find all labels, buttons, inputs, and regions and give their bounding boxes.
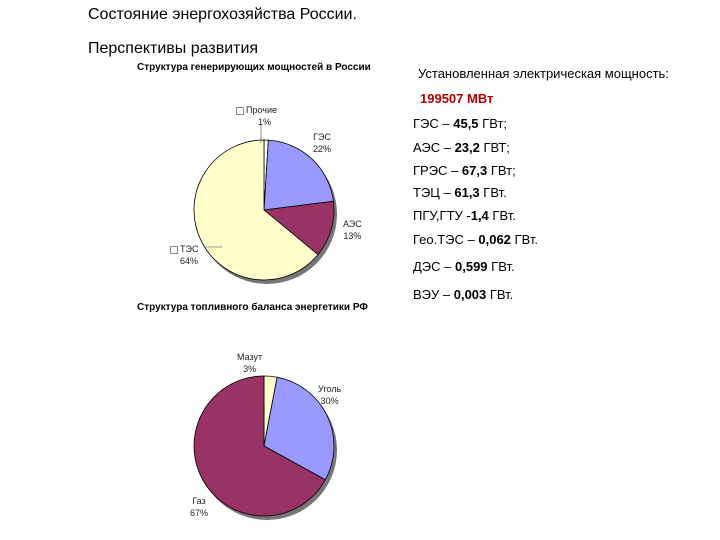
capacity-row-aes: АЭС – 23,2 ГВТ; xyxy=(413,140,510,155)
chart2-title: Структура топливного баланса энергетики … xyxy=(137,302,368,313)
capacity-row-ges: ГЭС – 45,5 ГВт; xyxy=(413,116,507,131)
label-tes-pct: 64% xyxy=(180,256,199,266)
label-aes-pct: 13% xyxy=(343,231,362,241)
row-name: ДЭС – xyxy=(413,259,455,274)
capacity-row-pgu: ПГУ,ГТУ -1,4 ГВт. xyxy=(413,208,516,223)
label-tes-name: ТЭС xyxy=(180,244,199,254)
label-gaz-pct: 67% xyxy=(190,508,209,518)
label-mazut: Мазут 3% xyxy=(237,351,262,375)
pie1-slice-1 xyxy=(263,139,334,211)
capacity-label: Установленная электрическая мощность: xyxy=(418,66,669,81)
capacity-value: 199507 МВт xyxy=(420,91,494,106)
row-name: ПГУ,ГТУ - xyxy=(413,208,471,223)
pie1-slice-3 xyxy=(193,139,319,281)
row-unit: ГВт. xyxy=(486,287,514,302)
label-aes-name: АЭС xyxy=(343,219,362,229)
label-gaz: Газ 67% xyxy=(190,495,208,519)
capacity-row-des: ДЭС – 0,599 ГВт. xyxy=(413,259,515,274)
row-value: 0,003 xyxy=(453,287,487,302)
label-ges-pct: 22% xyxy=(313,144,332,154)
label-aes: АЭС 13% xyxy=(343,218,362,242)
row-value: 1,4 xyxy=(470,208,489,223)
row-value: 0,062 xyxy=(478,232,511,247)
row-unit: ГВТ; xyxy=(479,140,510,155)
row-value: 0,599 xyxy=(455,259,488,274)
capacity-row-tec: ТЭЦ – 61,3 ГВт. xyxy=(413,185,507,200)
label-prochie-pct: 1% xyxy=(258,117,272,127)
row-unit: ГВт. xyxy=(479,185,507,200)
label-mazut-name: Мазут xyxy=(237,352,263,362)
row-unit: ГВт; xyxy=(478,116,508,131)
row-value: 45,5 xyxy=(453,116,479,131)
label-ges-name: ГЭС xyxy=(313,132,331,142)
label-mazut-pct: 3% xyxy=(243,364,257,374)
row-name: ГРЭС – xyxy=(413,163,462,178)
label-gaz-name: Газ xyxy=(192,496,206,506)
row-name: АЭС – xyxy=(413,140,455,155)
row-name: Гео.ТЭС – xyxy=(413,232,479,247)
capacity-row-geotes: Гео.ТЭС – 0,062 ГВт. xyxy=(413,232,538,247)
capacity-row-veu: ВЭУ – 0,003 ГВт. xyxy=(413,287,513,302)
slide-title: Состояние энергохозяйства России. xyxy=(88,6,357,23)
row-unit: ГВт. xyxy=(488,208,516,223)
row-unit: ГВт. xyxy=(510,232,538,247)
row-unit: ГВт; xyxy=(487,163,516,178)
chart1-title: Структура генерирующих мощностей в Росси… xyxy=(137,62,371,73)
label-ugol-pct: 30% xyxy=(320,396,339,406)
label-ges: ГЭС 22% xyxy=(313,131,331,155)
pie2-slice-1 xyxy=(263,376,335,481)
row-value: 61,3 xyxy=(454,185,480,200)
row-value: 67,3 xyxy=(461,163,488,178)
legend-swatch-icon xyxy=(170,245,178,254)
label-prochie-name: Прочие xyxy=(246,105,278,115)
capacity-row-gres: ГРЭС – 67,3 ГВт; xyxy=(413,163,516,178)
row-value: 23,2 xyxy=(454,140,480,155)
row-name: ГЭС – xyxy=(413,116,454,131)
row-name: ТЭЦ – xyxy=(413,185,455,200)
label-tes: ТЭС 64% xyxy=(170,243,198,267)
slide-subtitle: Перспективы развития xyxy=(88,40,259,57)
pie1-slice-2 xyxy=(263,200,335,256)
row-unit: ГВт. xyxy=(487,259,515,274)
legend-swatch-icon xyxy=(236,106,244,115)
label-ugol-name: Уголь xyxy=(318,384,342,394)
row-name: ВЭУ – xyxy=(413,287,454,302)
pie2-slice-2 xyxy=(193,375,326,517)
label-ugol: Уголь 30% xyxy=(318,383,341,407)
label-prochie: Прочие 1% xyxy=(236,104,277,128)
